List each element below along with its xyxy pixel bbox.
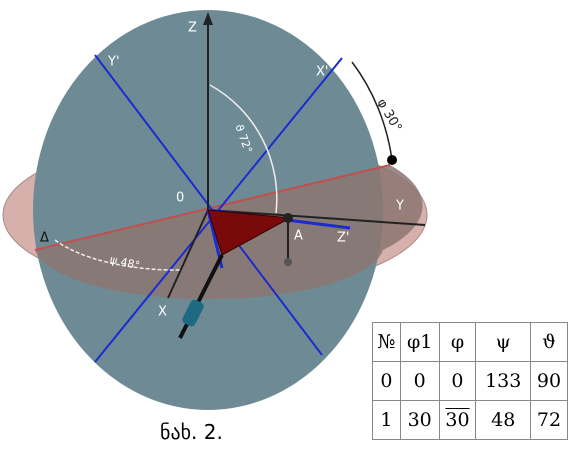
label: Z (188, 21, 197, 36)
header-cell: № (372, 322, 401, 362)
equator-line (34, 164, 391, 251)
arrow (203, 12, 213, 25)
header-cell: φ (438, 322, 477, 362)
angle-table: № φ1 φ ψ ϑ 0 0 0 133 90 1 30 30 48 72 (372, 322, 568, 440)
triangle (207, 209, 292, 256)
phi-arc (351, 61, 393, 161)
cell: 48 (475, 400, 532, 440)
cell: 0 (372, 361, 401, 401)
y-axis (207, 209, 426, 226)
cell: 30 (438, 400, 477, 440)
header-cell: φ1 (399, 322, 440, 362)
psi-arc (54, 239, 181, 271)
cell: 90 (530, 361, 568, 401)
label: X' (316, 65, 328, 80)
label: Y (395, 199, 404, 214)
cell: 133 (475, 361, 532, 401)
cell: 1 (372, 400, 401, 440)
caption: ნახ. 2. (160, 420, 223, 444)
theta-arc (209, 84, 278, 214)
label: Y' (107, 55, 120, 70)
label: Z' (337, 231, 349, 246)
cylinder (182, 299, 204, 327)
label: Δ (40, 231, 49, 246)
header-cell: ϑ (530, 322, 568, 362)
dot (387, 155, 397, 165)
cell: 0 (438, 361, 477, 401)
label: 0 (176, 191, 184, 206)
header-cell: ψ (475, 322, 532, 362)
x-axis (167, 209, 209, 299)
label: A (294, 229, 303, 244)
cell: 72 (530, 400, 568, 440)
label: X (158, 305, 167, 320)
label: ψ 48° (109, 253, 141, 272)
point-a (283, 213, 293, 223)
cell: 30 (399, 400, 440, 440)
point (284, 258, 292, 266)
cell: 0 (399, 361, 440, 401)
label: φ 30° (374, 96, 405, 134)
